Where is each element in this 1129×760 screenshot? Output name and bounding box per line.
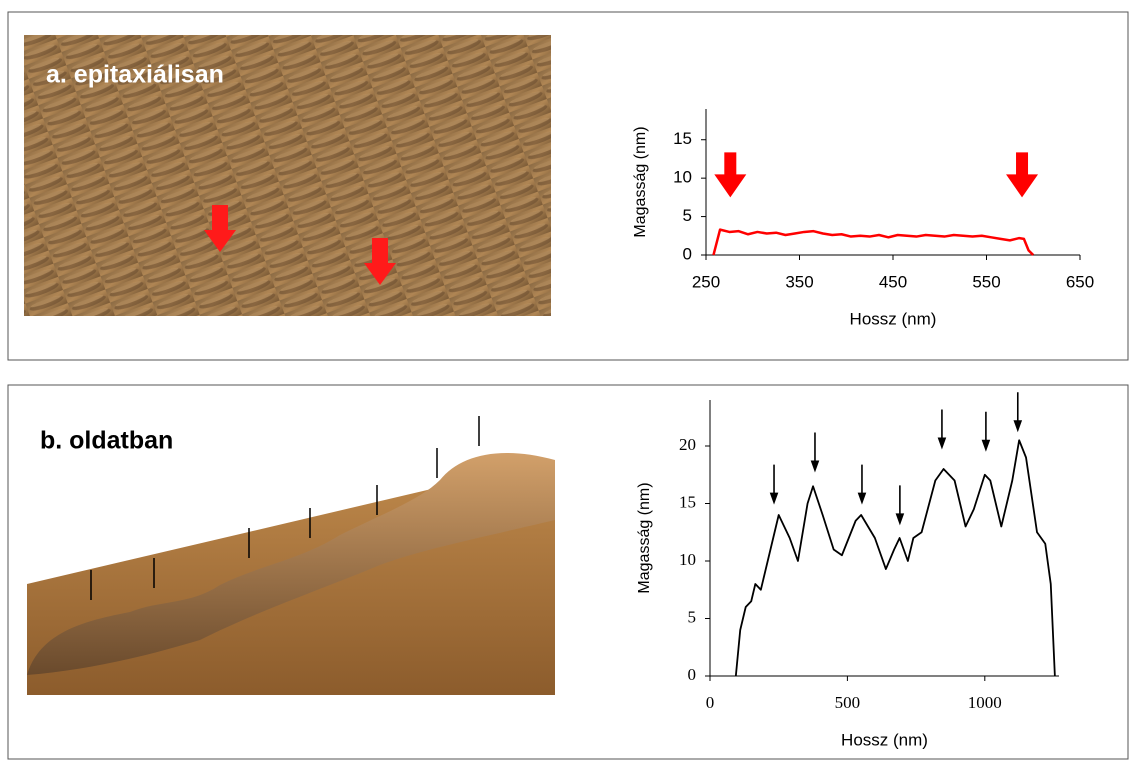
afm-image: [24, 35, 551, 316]
chart: 250 350 450 550 650 0 5 10 15 Hossz (nm) Magasság …: [632, 109, 1094, 328]
y-axis-title: Magasság (nm): [632, 126, 649, 237]
afm-image: [27, 416, 555, 695]
annotation-arrow: [769, 464, 779, 505]
data-line: [734, 439, 1056, 677]
annotation-arrow: [1006, 152, 1039, 198]
data-line: [712, 228, 1035, 256]
panel-frame: [7, 11, 1129, 361]
y-tick-label: 15: [679, 492, 696, 511]
y-tick-label: 15: [673, 129, 692, 148]
annotation-arrow: [981, 411, 991, 452]
x-tick-label: 350: [785, 272, 813, 291]
panel-label: a. epitaxiálisan: [46, 61, 224, 89]
x-tick-label: 0: [706, 693, 715, 712]
x-tick-label: 250: [692, 272, 720, 291]
annotation-arrow: [1013, 392, 1023, 433]
y-tick-label: 0: [688, 665, 697, 684]
panel-label: b. oldatban: [40, 427, 173, 455]
annotation-arrow: [810, 432, 820, 473]
y-tick-label: 10: [673, 168, 692, 187]
y-tick-label: 5: [688, 607, 697, 626]
y-tick-label: 5: [683, 206, 692, 225]
panel-frame: [7, 384, 1129, 760]
y-tick-label: 0: [683, 244, 692, 263]
x-tick-label: 500: [835, 693, 861, 712]
annotation-arrow: [714, 152, 747, 198]
x-tick-label: 450: [879, 272, 907, 291]
y-tick-label: 20: [679, 435, 696, 454]
x-axis-title: Hossz (nm): [850, 309, 937, 328]
y-axis-title: Magasság (nm): [636, 482, 653, 593]
x-tick-label: 650: [1066, 272, 1094, 291]
annotation-arrow: [937, 409, 947, 450]
x-tick-label: 1000: [968, 693, 1002, 712]
x-axis-title: Hossz (nm): [841, 730, 928, 749]
y-tick-label: 10: [679, 550, 696, 569]
annotation-arrow: [895, 485, 905, 526]
chart: 0 500 1000 0 5 10 15 20 Hossz (nm) Magasság (nm): [636, 392, 1059, 749]
annotation-arrow: [857, 464, 867, 505]
x-tick-label: 550: [972, 272, 1000, 291]
